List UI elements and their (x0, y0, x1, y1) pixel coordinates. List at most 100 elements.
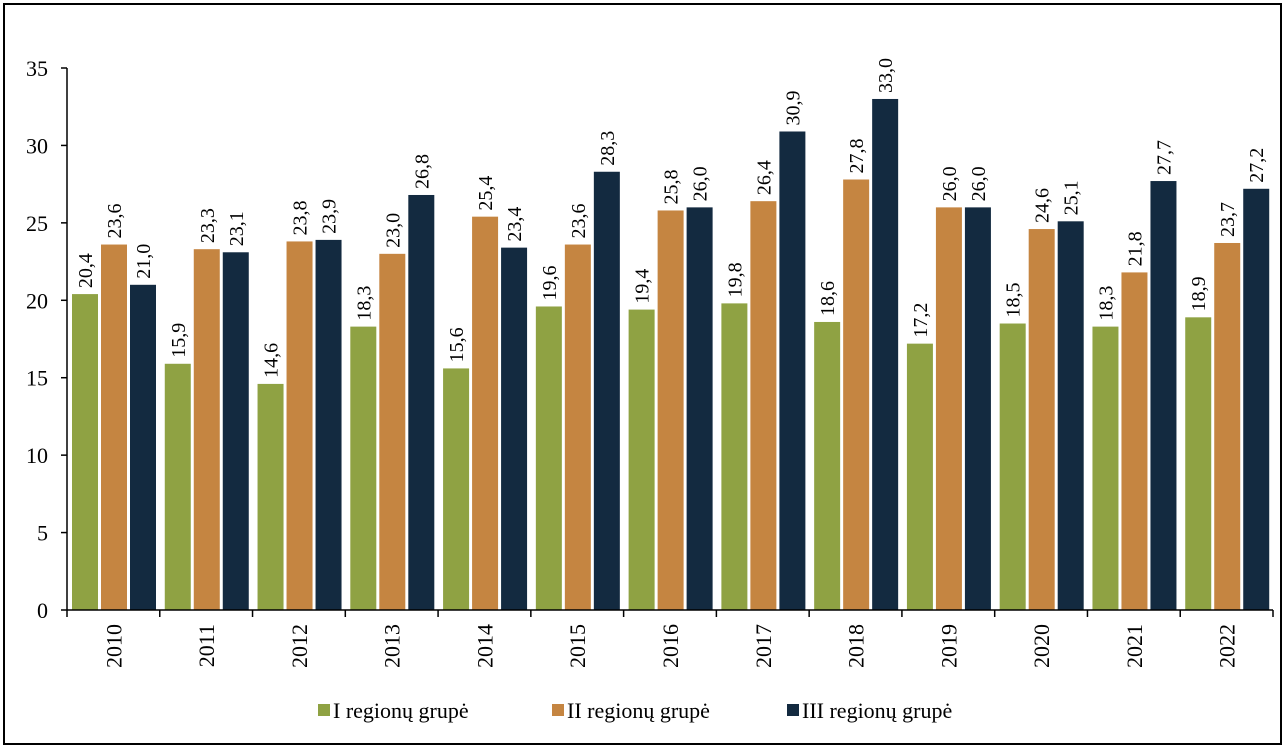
bar-2016-series-1 (628, 309, 655, 610)
bar-2011-series-3 (222, 252, 249, 610)
data-label-2014-series-2: 25,4 (475, 176, 497, 211)
data-label-2020-series-1: 18,5 (1003, 283, 1025, 318)
bar-2020-series-2 (1028, 229, 1055, 610)
bar-2018-series-3 (872, 98, 899, 610)
x-tick-label-2017: 2017 (751, 624, 776, 668)
bar-2013-series-3 (408, 194, 435, 611)
x-tick-label-2022: 2022 (1215, 624, 1240, 668)
bar-2010-series-1 (72, 294, 98, 610)
x-tick-label-2012: 2012 (287, 624, 312, 668)
data-label-2010-series-1: 20,4 (75, 253, 97, 288)
data-label-2014-series-1: 15,6 (446, 327, 468, 362)
x-tick-label-2019: 2019 (936, 624, 961, 668)
data-label-2016-series-3: 26,0 (690, 166, 712, 201)
data-label-2010-series-3: 21,0 (133, 244, 155, 279)
y-tick-label-35: 35 (26, 56, 48, 81)
bar-2014-series-3 (501, 247, 528, 611)
data-label-2022-series-2: 23,7 (1217, 202, 1239, 237)
bar-2018-series-2 (843, 179, 870, 611)
bars-layer (72, 98, 1270, 611)
data-label-2020-series-3: 25,1 (1061, 180, 1083, 215)
data-label-2013-series-3: 26,8 (411, 154, 433, 189)
y-tick-label-30: 30 (26, 133, 48, 158)
labels-layer: 20,4 23,6 21,0 15,9 23,3 23,1 14,6 23,8 23,9 18,3… (75, 58, 1268, 378)
axes-layer: 0 5 10 15 20 25 30 35 2010 2011 2012 2013 2014 2015 20… (26, 56, 1274, 668)
legend-label-series-2: II regionų grupė (567, 698, 710, 723)
legend-label-series-3: III regionų grupė (802, 698, 952, 723)
bar-2018-series-1 (814, 321, 841, 610)
data-label-2019-series-1: 17,2 (910, 303, 932, 338)
data-label-2017-series-2: 26,4 (753, 160, 775, 195)
x-tick-label-2011: 2011 (194, 624, 219, 667)
data-label-2021-series-2: 21,8 (1124, 231, 1146, 266)
bar-2015-series-2 (564, 244, 591, 610)
bar-2019-series-2 (935, 207, 962, 610)
y-tick-label-20: 20 (26, 288, 48, 313)
chart-frame (3, 3, 1282, 745)
y-tick-label-0: 0 (37, 598, 48, 623)
bar-2019-series-1 (906, 343, 933, 610)
data-label-2012-series-3: 23,9 (319, 199, 341, 234)
data-label-2019-series-3: 26,0 (968, 166, 990, 201)
x-tick-label-2014: 2014 (472, 624, 497, 668)
legend-label-series-1: I regionų grupė (333, 698, 469, 723)
legend-swatch-series-2 (552, 704, 564, 716)
bar-2012-series-3 (315, 239, 342, 611)
bar-2013-series-2 (379, 253, 406, 611)
x-tick-label-2018: 2018 (844, 624, 869, 668)
bar-2017-series-3 (779, 131, 806, 610)
data-label-2011-series-3: 23,1 (226, 211, 248, 246)
data-label-2022-series-3: 27,2 (1246, 148, 1268, 183)
legend: I regionų grupė II regionų grupė III regio… (318, 698, 952, 723)
data-label-2015-series-3: 28,3 (597, 131, 619, 166)
bar-2016-series-2 (657, 210, 684, 610)
bar-2011-series-2 (193, 249, 220, 610)
data-label-2011-series-1: 15,9 (168, 323, 190, 358)
x-tick-label-2015: 2015 (565, 624, 590, 668)
y-tick-label-5: 5 (37, 521, 48, 546)
data-label-2017-series-3: 30,9 (782, 90, 804, 125)
y-tick-label-15: 15 (26, 366, 48, 391)
bar-2015-series-3 (593, 171, 620, 611)
bar-2022-series-2 (1214, 242, 1241, 610)
bar-2014-series-2 (472, 216, 499, 611)
data-label-2021-series-1: 18,3 (1095, 286, 1117, 321)
bar-2017-series-1 (721, 303, 748, 610)
bar-2019-series-3 (964, 207, 991, 610)
bar-2021-series-1 (1092, 326, 1119, 610)
data-label-2018-series-2: 27,8 (846, 138, 868, 173)
bar-2012-series-2 (286, 241, 313, 610)
y-tick-label-10: 10 (26, 443, 48, 468)
bar-2020-series-1 (999, 323, 1026, 610)
x-tick-label-2013: 2013 (380, 624, 405, 668)
data-label-2016-series-1: 19,4 (632, 269, 654, 304)
x-tick-label-2010: 2010 (101, 624, 126, 668)
y-tick-label-25: 25 (26, 211, 48, 236)
data-label-2011-series-2: 23,3 (197, 208, 219, 243)
data-label-2013-series-2: 23,0 (382, 213, 404, 248)
legend-swatch-series-3 (787, 704, 799, 716)
data-label-2015-series-2: 23,6 (568, 204, 590, 239)
bar-2015-series-1 (535, 306, 562, 610)
data-label-2022-series-1: 18,9 (1188, 276, 1210, 311)
x-tick-label-2020: 2020 (1029, 624, 1054, 668)
data-label-2013-series-1: 18,3 (353, 286, 375, 321)
bar-2021-series-3 (1150, 181, 1177, 610)
data-label-2018-series-1: 18,6 (817, 281, 839, 316)
data-label-2014-series-3: 23,4 (504, 207, 526, 242)
bar-2021-series-2 (1121, 272, 1148, 610)
data-label-2015-series-1: 19,6 (539, 265, 561, 300)
data-label-2019-series-2: 26,0 (939, 166, 961, 201)
bar-2012-series-1 (257, 383, 284, 610)
legend-swatch-series-1 (318, 704, 330, 716)
bar-2022-series-1 (1185, 317, 1212, 610)
x-tick-label-2021: 2021 (1122, 624, 1147, 668)
bar-2010-series-2 (101, 244, 127, 610)
x-tick-label-2016: 2016 (658, 624, 683, 668)
bar-2014-series-1 (443, 368, 470, 610)
data-label-2021-series-3: 27,7 (1153, 140, 1175, 175)
data-label-2012-series-1: 14,6 (261, 343, 283, 378)
data-label-2017-series-1: 19,8 (724, 262, 746, 297)
bar-2016-series-3 (686, 207, 713, 610)
